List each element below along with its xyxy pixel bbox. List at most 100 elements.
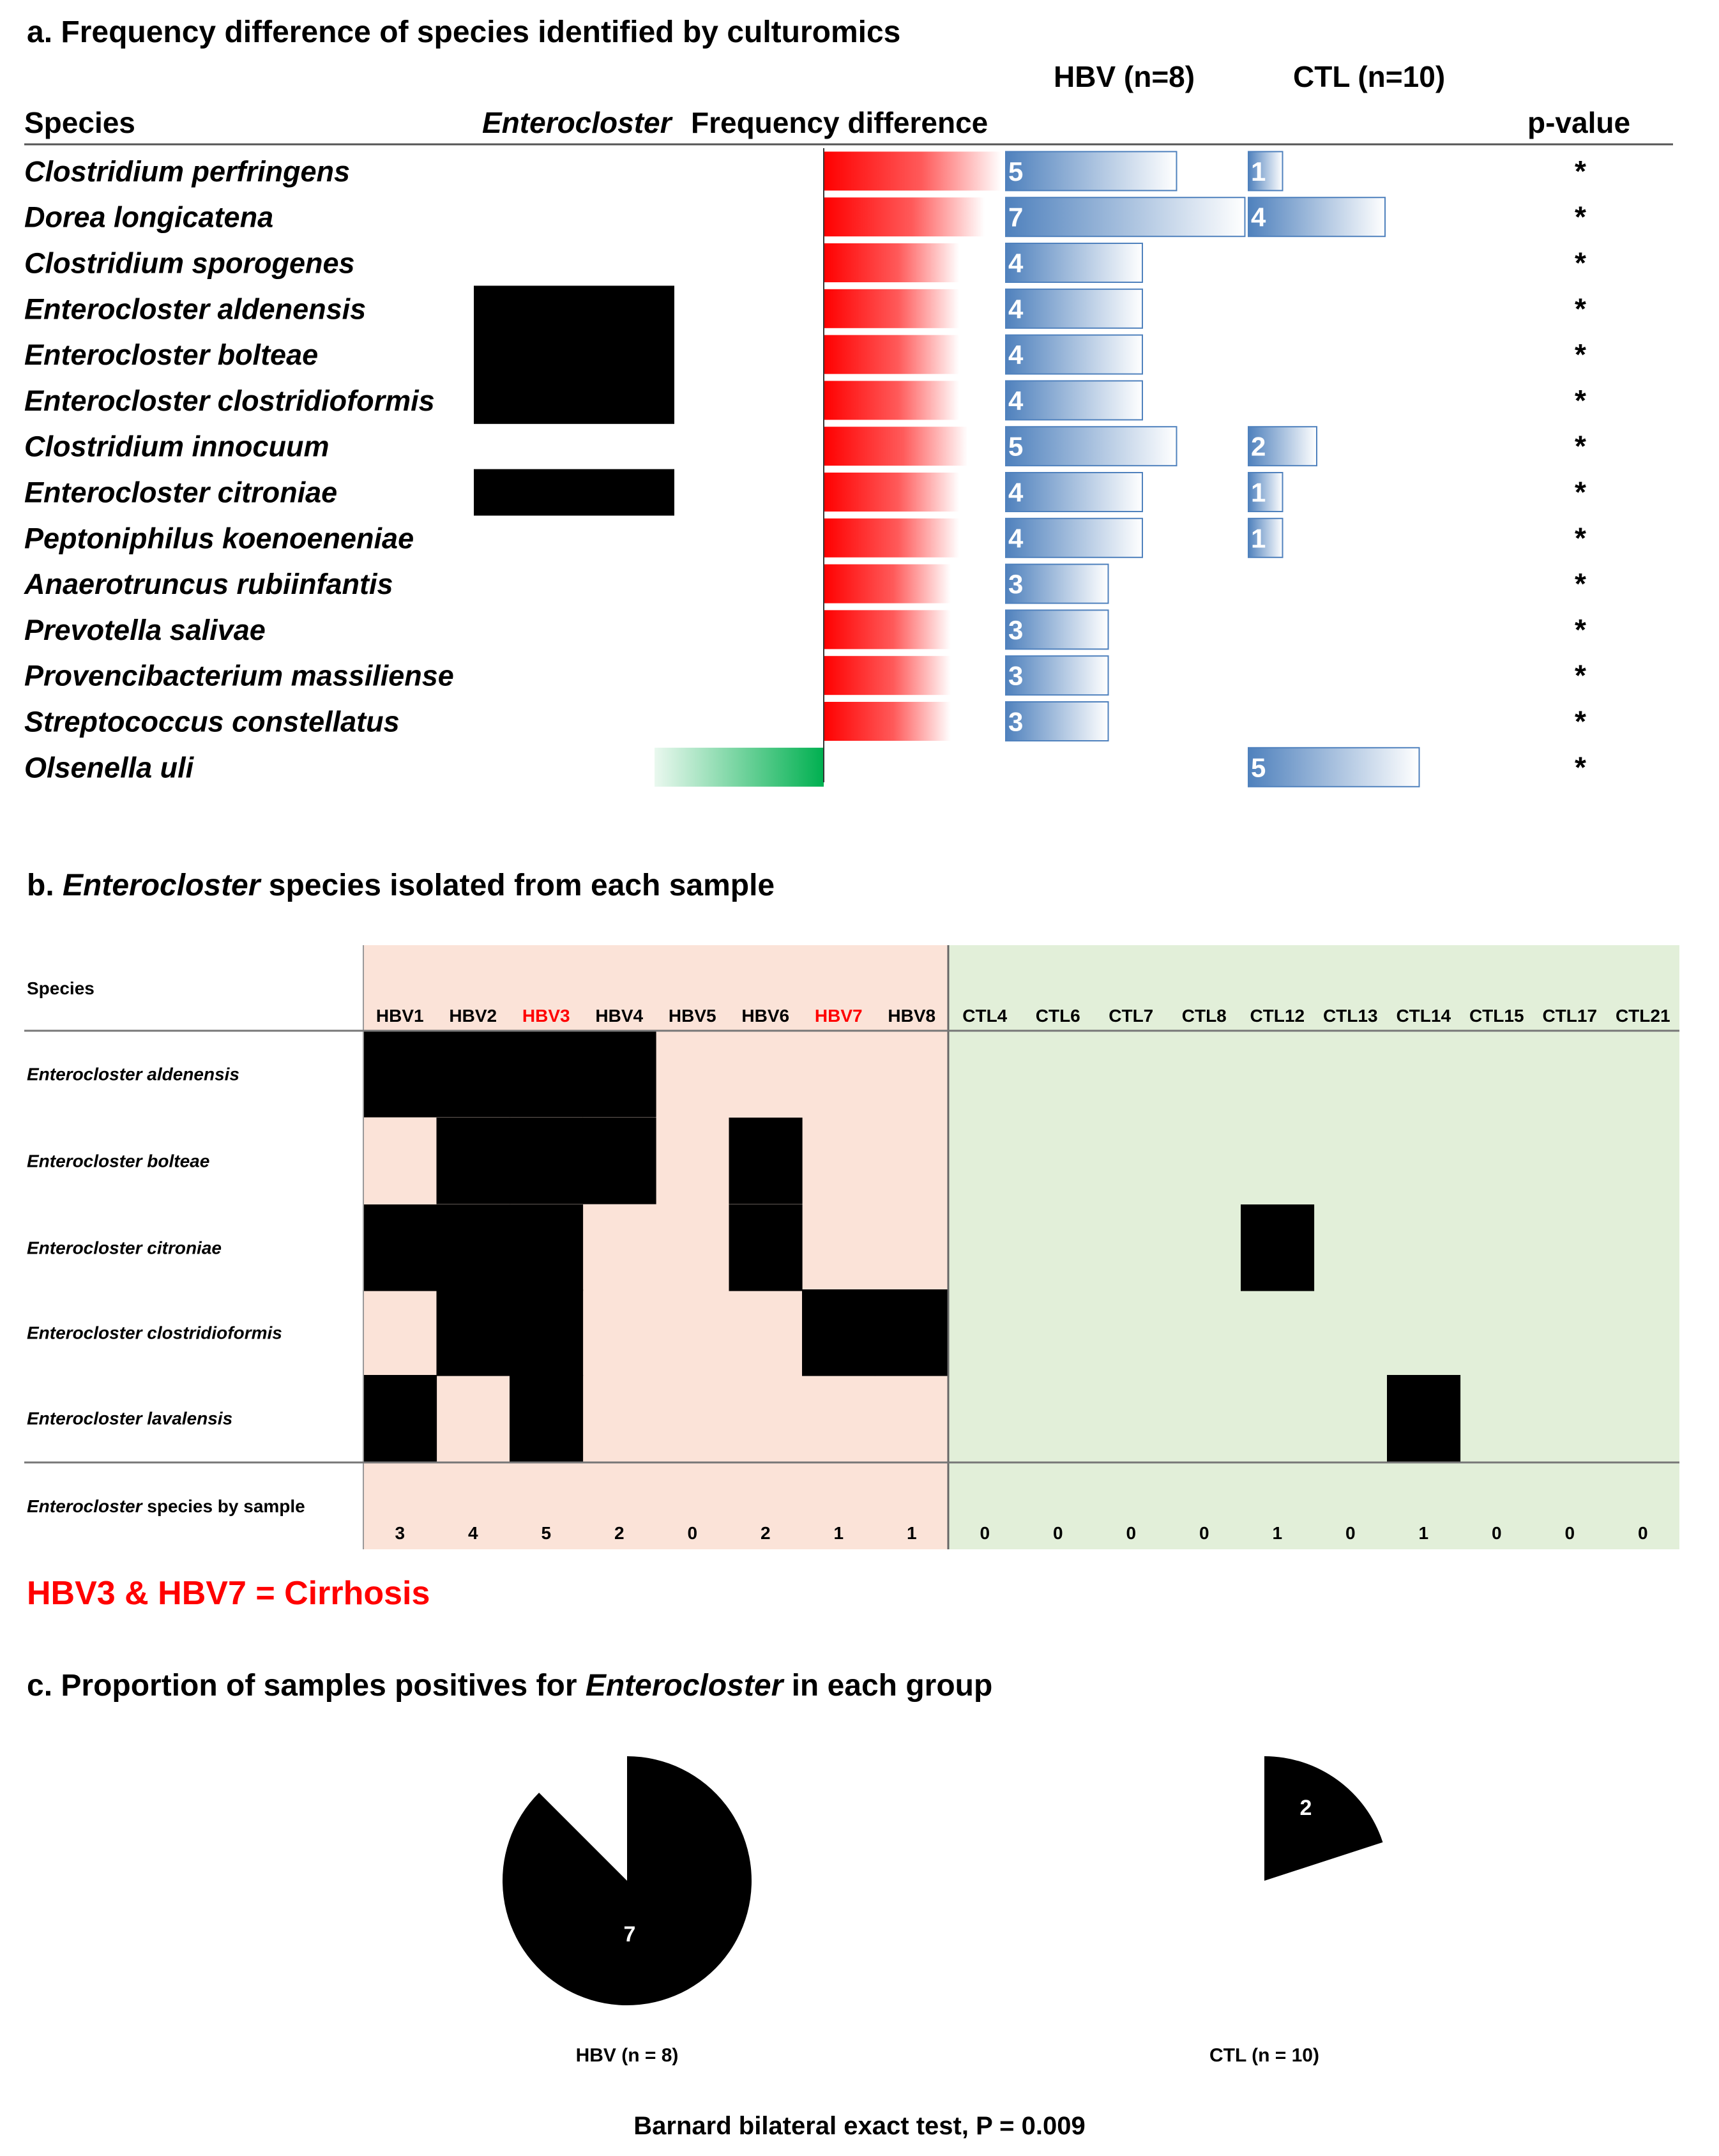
freq-diff-bar-clostridium-sporogenes [824, 243, 959, 282]
species-label-clostridium-perfringens: Clostridium perfringens [24, 155, 350, 188]
sample-label-hbv6: HBV6 [741, 1006, 789, 1026]
panel-a: a. Frequency difference of species ident… [24, 15, 1673, 787]
hbv-count-bar-dorea-longicatena [1005, 197, 1246, 238]
panel-c-pies: 7 HBV (n = 8) 2 CTL (n = 10) [502, 1756, 1383, 2066]
hbv-count-label-dorea-longicatena: 7 [1008, 202, 1023, 232]
summary-row-label-italic: Enterocloster [27, 1496, 144, 1516]
presence-cell-enterocloster-citroniae-hbv3 [510, 1204, 584, 1291]
hbv-count-bar-prevotella-salivae [1005, 609, 1109, 650]
pvalue-enterocloster-aldenensis: * [1575, 292, 1586, 325]
enterocloster-column-header: Enterocloster [482, 106, 673, 139]
panel-b-species-header: Species [27, 978, 95, 998]
species-label-enterocloster-bolteae: Enterocloster bolteae [24, 338, 318, 371]
hbv-count-label-anaerotruncus-rubiinfantis: 3 [1008, 569, 1023, 599]
hbv-count-label-enterocloster-clostridioformis: 4 [1008, 386, 1024, 416]
ctl-count-label-enterocloster-citroniae: 1 [1251, 478, 1266, 508]
hbv-count-label-prevotella-salivae: 3 [1008, 615, 1023, 645]
hbv-count-bar-enterocloster-bolteae [1005, 334, 1143, 375]
sample-label-hbv7: HBV7 [815, 1006, 863, 1026]
hbv-count-bar-enterocloster-clostridioformis [1005, 380, 1143, 421]
pvalue-olsenella-uli: * [1575, 750, 1586, 784]
species-label-dorea-longicatena: Dorea longicatena [24, 201, 273, 234]
freq-diff-bar-dorea-longicatena [824, 197, 985, 237]
sample-label-hbv5: HBV5 [669, 1006, 716, 1026]
pvalue-provencibacterium-massiliense: * [1575, 659, 1586, 692]
sample-total-ctl21: 0 [1638, 1523, 1648, 1543]
presence-cell-enterocloster-citroniae-ctl12 [1241, 1204, 1315, 1291]
cirrhosis-note: HBV3 & HBV7 = Cirrhosis [27, 1575, 430, 1612]
freq-diff-bar-clostridium-innocuum [824, 427, 968, 466]
pvalue-streptococcus-constellatus: * [1575, 705, 1586, 738]
sample-total-ctl6: 0 [1053, 1523, 1063, 1543]
ctl-count-bar-olsenella-uli [1248, 747, 1420, 787]
panel-c: c. Proportion of samples positives for E… [27, 1669, 1383, 2140]
sample-total-ctl13: 0 [1345, 1523, 1356, 1543]
panel-c-title-suffix: in each group [783, 1669, 992, 1703]
ctl-count-label-olsenella-uli: 5 [1251, 752, 1266, 782]
presence-cell-enterocloster-citroniae-hbv1 [363, 1204, 437, 1291]
presence-cell-enterocloster-lavalensis-ctl14 [1387, 1375, 1461, 1462]
presence-cell-enterocloster-bolteae-hbv2 [436, 1118, 510, 1204]
sample-label-ctl14: CTL14 [1396, 1006, 1451, 1026]
sample-total-hbv3: 5 [541, 1523, 551, 1543]
panel-b: b. Enterocloster species isolated from e… [24, 869, 1679, 1612]
hbv-count-bar-anaerotruncus-rubiinfantis [1005, 563, 1109, 604]
presence-cell-enterocloster-lavalensis-hbv3 [510, 1375, 584, 1462]
freq-diff-bar-enterocloster-clostridioformis [824, 381, 959, 420]
freq-diff-bar-enterocloster-bolteae [824, 335, 959, 374]
panel-c-title: c. Proportion of samples positives for E… [27, 1669, 992, 1703]
sample-label-hbv8: HBV8 [888, 1006, 935, 1026]
frequency-difference-header: Frequency difference [691, 106, 988, 139]
pvalue-enterocloster-citroniae: * [1575, 476, 1586, 509]
sample-total-hbv6: 2 [761, 1523, 771, 1543]
sample-label-ctl12: CTL12 [1250, 1006, 1305, 1026]
hbv-count-label-clostridium-innocuum: 5 [1008, 432, 1023, 462]
pvalue-dorea-longicatena: * [1575, 201, 1586, 234]
panel-c-title-prefix: c. Proportion of samples positives for [27, 1669, 586, 1703]
freq-diff-bar-anaerotruncus-rubiinfantis [824, 564, 951, 604]
enterocloster-marker-enterocloster-citroniae [474, 469, 674, 516]
sample-label-hbv2: HBV2 [449, 1006, 497, 1026]
heatmap-species-label-enterocloster-clostridioformis: Enterocloster clostridioformis [27, 1323, 282, 1343]
sample-total-ctl7: 0 [1126, 1523, 1136, 1543]
sample-label-hbv3: HBV3 [522, 1006, 570, 1026]
panel-b-cells [363, 1031, 1461, 1462]
ctl-count-label-peptoniphilus-koenoeneniae: 1 [1251, 523, 1266, 553]
enterocloster-marker-enterocloster-bolteae [474, 331, 674, 378]
freq-diff-bar-enterocloster-citroniae [824, 473, 959, 512]
sample-total-ctl17: 0 [1564, 1523, 1575, 1543]
panel-a-rows: Clostridium perfringens 5 1 * Dorea longicat… [24, 151, 1586, 787]
pvalue-enterocloster-bolteae: * [1575, 338, 1586, 371]
ctl-count-bar-dorea-longicatena [1248, 197, 1386, 238]
sample-label-ctl6: CTL6 [1036, 1006, 1080, 1026]
hbv-count-bar-clostridium-sporogenes [1005, 243, 1143, 283]
sample-label-ctl7: CTL7 [1109, 1006, 1153, 1026]
presence-cell-enterocloster-citroniae-hbv2 [436, 1204, 510, 1291]
pie-slice-hbv-n-8 [502, 1756, 752, 2006]
freq-diff-bar-prevotella-salivae [824, 610, 951, 649]
hbv-count-bar-enterocloster-citroniae [1005, 472, 1143, 512]
heatmap-species-label-enterocloster-citroniae: Enterocloster citroniae [27, 1238, 222, 1258]
panel-b-title: b. Enterocloster species isolated from e… [27, 869, 775, 902]
sample-label-ctl8: CTL8 [1182, 1006, 1227, 1026]
ctl-count-label-clostridium-innocuum: 2 [1251, 432, 1266, 462]
species-label-provencibacterium-massiliense: Provencibacterium massiliense [24, 660, 454, 692]
pvalue-enterocloster-clostridioformis: * [1575, 384, 1586, 417]
presence-cell-enterocloster-clostridioformis-hbv2 [436, 1289, 510, 1376]
presence-cell-enterocloster-aldenensis-hbv1 [363, 1031, 437, 1118]
hbv-count-bar-peptoniphilus-koenoeneniae [1005, 517, 1143, 558]
panel-b-title-italic: Enterocloster [63, 869, 262, 902]
hbv-count-bar-enterocloster-aldenensis [1005, 288, 1143, 329]
species-column-header: Species [24, 106, 135, 139]
heatmap-species-label-enterocloster-aldenensis: Enterocloster aldenensis [27, 1065, 239, 1084]
presence-cell-enterocloster-aldenensis-hbv3 [510, 1031, 584, 1118]
ctl-count-bar-clostridium-perfringens [1248, 151, 1284, 192]
sample-label-ctl21: CTL21 [1616, 1006, 1670, 1026]
hbv-count-label-streptococcus-constellatus: 3 [1008, 707, 1023, 737]
hbv-count-label-provencibacterium-massiliense: 3 [1008, 661, 1023, 691]
ctl-count-bar-peptoniphilus-koenoeneniae [1248, 517, 1284, 558]
sample-total-hbv7: 1 [833, 1523, 844, 1543]
species-label-enterocloster-clostridioformis: Enterocloster clostridioformis [24, 384, 435, 417]
sample-label-hbv1: HBV1 [376, 1006, 424, 1026]
